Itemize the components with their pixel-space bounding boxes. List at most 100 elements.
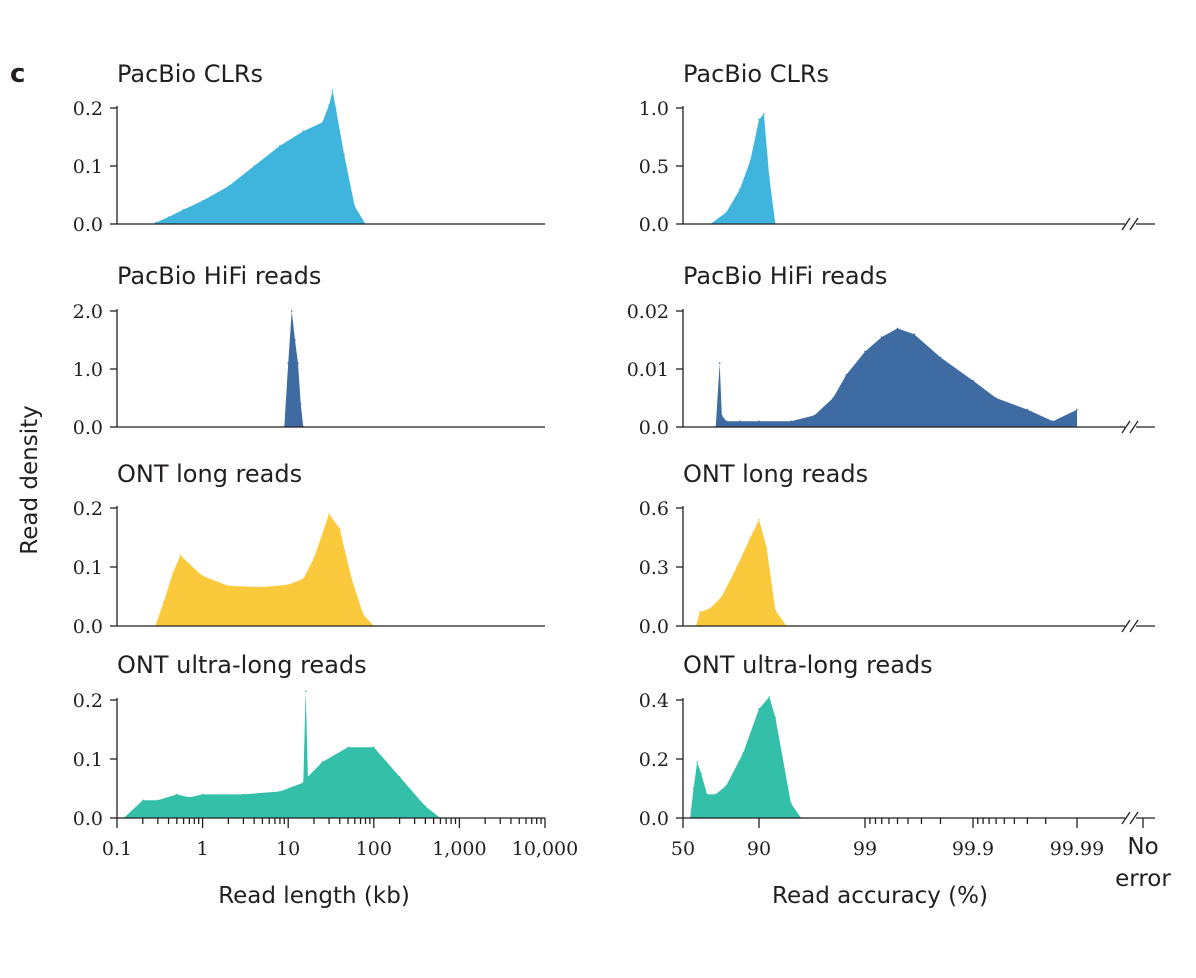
data-point: [307, 775, 309, 778]
x-tick-label-accuracy: 99: [853, 838, 877, 860]
y-tick-label: 1.0: [73, 359, 103, 381]
x-tick-label-length: 10,000: [512, 838, 578, 860]
axis-break-mark: [1129, 217, 1139, 231]
y-tick-label: 1.0: [639, 98, 669, 120]
data-point: [157, 799, 159, 802]
data-point: [742, 752, 744, 754]
series-area: [155, 90, 366, 224]
data-point: [201, 793, 204, 796]
y-tick-label: 0.01: [627, 359, 669, 381]
data-point: [768, 696, 771, 698]
data-point: [167, 216, 170, 218]
panels-group: PacBio CLRs 0.0 0.1 0.2 PacBio HiFi reads 0.0…: [73, 60, 1155, 830]
data-point: [765, 546, 768, 549]
data-point: [995, 397, 997, 399]
data-point: [338, 527, 341, 530]
data-point: [763, 113, 765, 115]
data-point: [321, 761, 324, 763]
panel-title: ONT ultra-long reads: [683, 651, 933, 679]
data-point: [299, 403, 302, 405]
data-point: [721, 414, 723, 417]
y-tick-label: 0.0: [73, 214, 103, 236]
data-point: [287, 362, 290, 365]
data-point: [721, 595, 723, 598]
data-point: [142, 799, 144, 802]
axis-break-mark: [1121, 811, 1131, 825]
y-tick-label: 0.2: [639, 749, 669, 771]
chart-panel-length-3: ONT ultra-long reads 0.0 0.1 0.2: [73, 651, 545, 830]
series-area: [123, 691, 441, 818]
chart-panel-accuracy-3: ONT ultra-long reads 0.0 0.2 0.4: [639, 651, 1155, 830]
data-point: [328, 513, 330, 515]
data-point: [182, 208, 185, 211]
data-point: [302, 578, 305, 580]
data-point: [331, 89, 334, 92]
data-point: [154, 222, 157, 224]
data-point: [279, 144, 281, 147]
x-tick-label-length: 10: [276, 838, 300, 860]
data-point: [350, 578, 353, 580]
data-point: [398, 775, 401, 778]
data-point: [201, 575, 204, 577]
data-point: [253, 165, 255, 167]
data-point: [335, 107, 337, 109]
panel-title: ONT long reads: [683, 460, 868, 488]
chart-panel-length-2: ONT long reads 0.0 0.1 0.2: [73, 460, 545, 638]
y-axis-label: Read density: [17, 405, 43, 554]
data-point: [176, 793, 178, 796]
data-point: [758, 118, 760, 121]
series-area: [710, 113, 776, 224]
data-point: [1076, 408, 1078, 411]
axis-break-mark: [1121, 217, 1131, 231]
x-tick-label-accuracy: 99.9: [952, 838, 994, 860]
data-point: [706, 793, 708, 796]
y-tick-label: 0.5: [639, 156, 669, 178]
data-point: [162, 601, 165, 604]
data-point: [297, 362, 299, 365]
y-tick-label: 0.4: [639, 690, 669, 712]
data-point: [227, 585, 230, 587]
y-tick-label: 0.1: [73, 749, 103, 771]
x-tick-label-accuracy: 90: [747, 838, 771, 860]
panel-label: c: [10, 59, 25, 89]
data-point: [302, 781, 305, 784]
data-point: [227, 185, 230, 188]
series-area: [715, 328, 1077, 427]
data-point: [294, 339, 296, 341]
data-point: [718, 362, 721, 365]
x-tick-label-accuracy: 50: [671, 838, 695, 860]
series-area: [696, 519, 787, 626]
series-area: [690, 697, 802, 818]
data-point: [373, 746, 375, 748]
y-tick-label: 0.1: [73, 156, 103, 178]
data-point: [725, 420, 728, 423]
y-tick-label: 0.0: [639, 616, 669, 638]
data-point: [749, 159, 752, 161]
axis-break-mark: [1129, 811, 1139, 825]
data-point: [290, 310, 293, 312]
x-tick-label-accuracy: 99.99: [1050, 838, 1104, 860]
data-point: [424, 805, 427, 807]
series-area: [284, 311, 304, 427]
data-point: [813, 414, 816, 417]
x-tick-label-length: 0.1: [102, 838, 132, 860]
panel-title: PacBio HiFi reads: [683, 262, 887, 290]
y-tick-label: 0.0: [73, 808, 103, 830]
data-point: [700, 773, 702, 775]
panel-title: ONT long reads: [117, 460, 302, 488]
data-point: [749, 536, 752, 539]
data-point: [242, 793, 245, 796]
panel-title: PacBio CLRs: [117, 60, 263, 88]
data-point: [790, 420, 792, 423]
data-point: [758, 420, 760, 423]
y-tick-label: 0.02: [627, 301, 669, 323]
data-point: [739, 420, 741, 423]
axis-break-mark: [1129, 619, 1139, 633]
x-tick-label-length: 1,000: [432, 838, 486, 860]
data-point: [362, 613, 364, 615]
y-tick-label: 0.0: [73, 417, 103, 439]
y-tick-label: 0.6: [639, 498, 669, 520]
data-point: [328, 104, 330, 106]
data-point: [692, 787, 695, 790]
x-tick-label-no: No: [1127, 834, 1158, 860]
